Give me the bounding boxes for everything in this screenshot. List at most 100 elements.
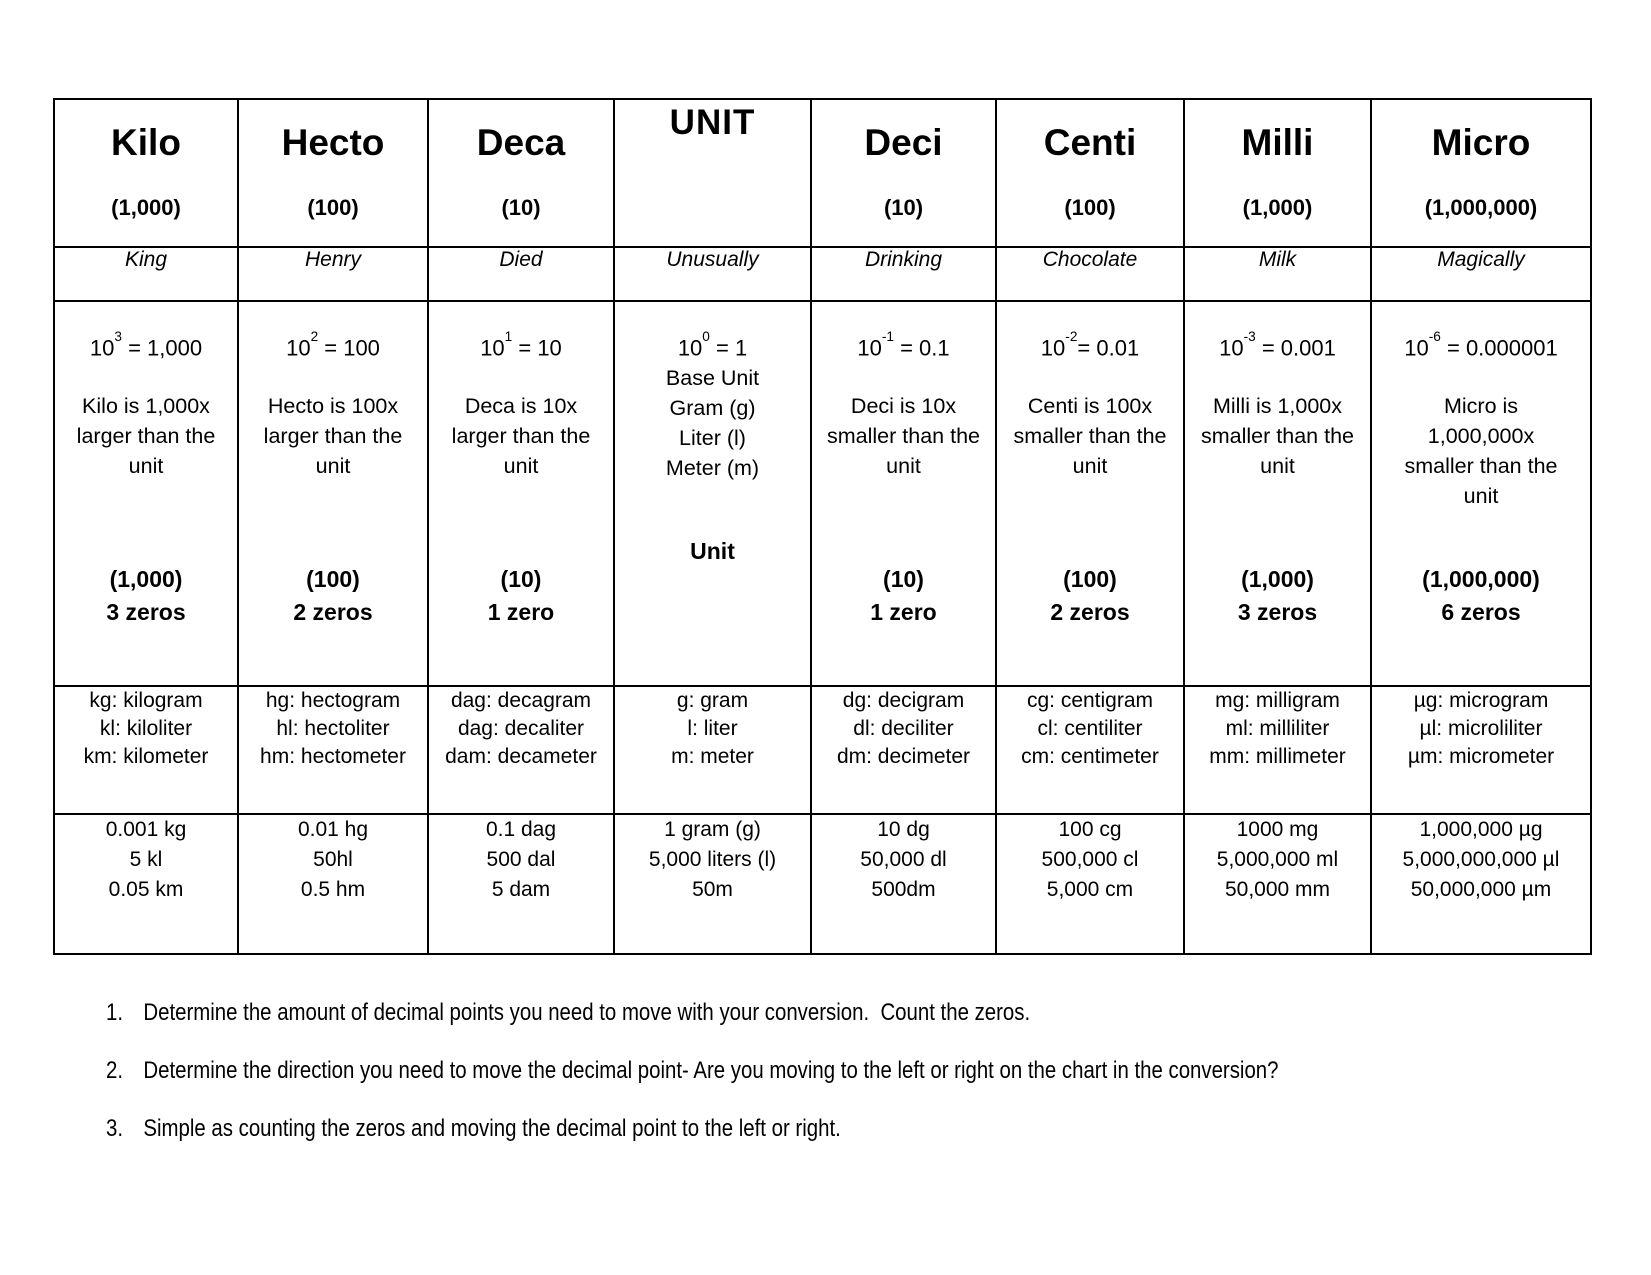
abbreviation-list: hg: hectogram hl: hectoliter hm: hectome… [260, 689, 406, 768]
abbreviations-cell-micro: µg: microgram µl: microliliter µm: micro… [1370, 685, 1592, 815]
abbreviation-list: dag: decagram dag: decaliter dam: decame… [445, 689, 597, 768]
header-cell-unit: UNIT [613, 98, 812, 248]
prefix-name: UNIT [669, 103, 756, 142]
instruction-number: 2. [106, 1057, 124, 1084]
power-value: = 10 [512, 335, 562, 361]
prefix-name: Deci [864, 122, 943, 163]
instruction-item-1: 1. Determine the amount of decimal point… [106, 998, 1279, 1027]
zeros-factor: (100) [306, 566, 360, 593]
header-cell-centi: Centi (100) [995, 98, 1185, 248]
mnemonic-cell-centi: Chocolate [995, 246, 1185, 302]
instruction-text: Determine the amount of decimal points y… [143, 999, 1031, 1026]
power-formula: 10-1 = 0.1 [813, 328, 994, 363]
mnemonic-word: Milk [1258, 248, 1297, 271]
examples-cell-kilo: 0.001 kg 5 kl 0.05 km [53, 813, 239, 955]
prefix-factor: (10) [883, 195, 924, 220]
mnemonic-cell-kilo: King [53, 246, 239, 302]
power-exponent: 0 [702, 328, 710, 344]
explanation-cell-hecto: 102 = 100 Hecto is 100x larger than the … [237, 300, 429, 687]
abbreviation-list: µg: microgram µl: microliliter µm: micro… [1407, 689, 1555, 768]
zeros-note: (1,000) 3 zeros [56, 563, 236, 629]
power-formula: 10-3 = 0.001 [1186, 328, 1369, 363]
example-list: 0.01 hg 50hl 0.5 hm [297, 818, 369, 901]
header-cell-hecto: Hecto (100) [237, 98, 429, 248]
abbreviation-list: cg: centigram cl: centiliter cm: centime… [1021, 689, 1159, 768]
power-base: 10 [1219, 335, 1244, 361]
examples-cell-milli: 1000 mg 5,000,000 ml 50,000 mm [1183, 813, 1372, 955]
power-formula: 102 = 100 [240, 328, 426, 363]
zeros-factor: (1,000,000) [1422, 566, 1540, 593]
prefix-name: Kilo [111, 122, 181, 163]
power-formula: 10-2= 0.01 [998, 328, 1182, 363]
zeros-note: (100) 2 zeros [998, 563, 1182, 629]
power-base: 10 [89, 335, 115, 361]
power-value: = 1,000 [121, 335, 203, 361]
mnemonic-word: Died [499, 248, 543, 271]
explanation-cell-centi: 10-2= 0.01 Centi is 100x smaller than th… [995, 300, 1185, 687]
abbreviations-cell-deca: dag: decagram dag: decaliter dam: decame… [427, 685, 615, 815]
mnemonic-cell-milli: Milk [1183, 246, 1372, 302]
prefix-factor: (100) [1064, 195, 1116, 220]
instruction-item-2: 2. Determine the direction you need to m… [106, 1056, 1279, 1085]
prefix-factor: (1,000) [111, 195, 181, 220]
power-exponent: 3 [114, 328, 122, 344]
explanation-cell-kilo: 103 = 1,000 Kilo is 1,000x larger than t… [53, 300, 239, 687]
zeros-count: 6 zeros [1441, 599, 1521, 626]
mnemonic-cell-hecto: Henry [237, 246, 429, 302]
power-formula: 101 = 10 [430, 328, 612, 363]
base-unit-list: Base Unit Gram (g) Liter (l) Meter (m) [665, 366, 760, 481]
scale-description: Centi is 100x smaller than the unit [1013, 394, 1167, 479]
explanation-cell-deca: 101 = 10 Deca is 10x larger than the uni… [427, 300, 615, 687]
zeros-factor: (1,000) [109, 566, 183, 593]
mnemonic-cell-deci: Drinking [810, 246, 997, 302]
power-formula: 10-6 = 0.000001 [1373, 328, 1589, 363]
scale-description: Hecto is 100x larger than the unit [263, 394, 403, 479]
example-list: 100 cg 500,000 cl 5,000 cm [1041, 818, 1139, 901]
mnemonic-word: Magically [1437, 248, 1525, 271]
abbreviations-cell-kilo: kg: kilogram kl: kiloliter km: kilometer [53, 685, 239, 815]
mnemonic-cell-deca: Died [427, 246, 615, 302]
prefix-name: Micro [1431, 122, 1531, 163]
examples-cell-deca: 0.1 dag 500 dal 5 dam [427, 813, 615, 955]
mnemonic-cell-unit: Unusually [613, 246, 812, 302]
mnemonic-word: Drinking [864, 248, 943, 271]
prefix-factor: (1,000,000) [1424, 195, 1538, 220]
power-exponent: 1 [504, 328, 513, 344]
prefix-name: Milli [1241, 122, 1314, 163]
header-row: Kilo (1,000) Hecto (100) Deca (10) UNIT … [53, 98, 1592, 248]
prefix-factor: (10) [501, 195, 541, 220]
power-value: = 1 [709, 335, 748, 361]
power-formula: 103 = 1,000 [56, 328, 236, 363]
scale-description: Deci is 10x smaller than the unit [827, 394, 980, 479]
zeros-note: (10) 1 zero [430, 563, 612, 629]
examples-cell-unit: 1 gram (g) 5,000 liters (l) 50m [613, 813, 812, 955]
power-base: 10 [480, 335, 505, 361]
power-exponent: -6 [1428, 328, 1441, 344]
prefix-name: Centi [1043, 122, 1137, 163]
zeros-note: (100) 2 zeros [240, 563, 426, 629]
example-list: 10 dg 50,000 dl 500dm [860, 818, 947, 901]
explanation-row: 103 = 1,000 Kilo is 1,000x larger than t… [53, 300, 1592, 687]
metric-conversion-table: Kilo (1,000) Hecto (100) Deca (10) UNIT … [53, 98, 1592, 955]
zeros-factor: (10) [500, 566, 542, 593]
example-list: 0.001 kg 5 kl 0.05 km [105, 818, 187, 901]
zeros-factor: (100) [1063, 566, 1117, 593]
scale-description: Deca is 10x larger than the unit [451, 394, 591, 479]
zeros-note: Unit [616, 535, 809, 568]
zeros-note: (1,000) 3 zeros [1186, 563, 1369, 629]
zeros-count: 3 zeros [1237, 599, 1318, 626]
power-exponent: -2 [1065, 328, 1078, 344]
examples-cell-micro: 1,000,000 µg 5,000,000,000 µl 50,000,000… [1370, 813, 1592, 955]
power-formula: 100 = 1 [616, 328, 809, 363]
mnemonic-word: Unusually [666, 248, 759, 271]
power-base: 10 [677, 335, 703, 361]
zeros-count: 1 zero [487, 599, 555, 626]
zeros-note: (10) 1 zero [813, 563, 994, 629]
instruction-number: 1. [106, 999, 124, 1026]
scale-description: Kilo is 1,000x larger than the unit [76, 394, 216, 479]
power-exponent: -1 [881, 328, 894, 344]
mnemonic-word: Henry [304, 248, 362, 271]
header-cell-milli: Milli (1,000) [1183, 98, 1372, 248]
mnemonic-word: Chocolate [1042, 248, 1138, 271]
examples-row: 0.001 kg 5 kl 0.05 km 0.01 hg 50hl 0.5 h… [53, 813, 1592, 955]
